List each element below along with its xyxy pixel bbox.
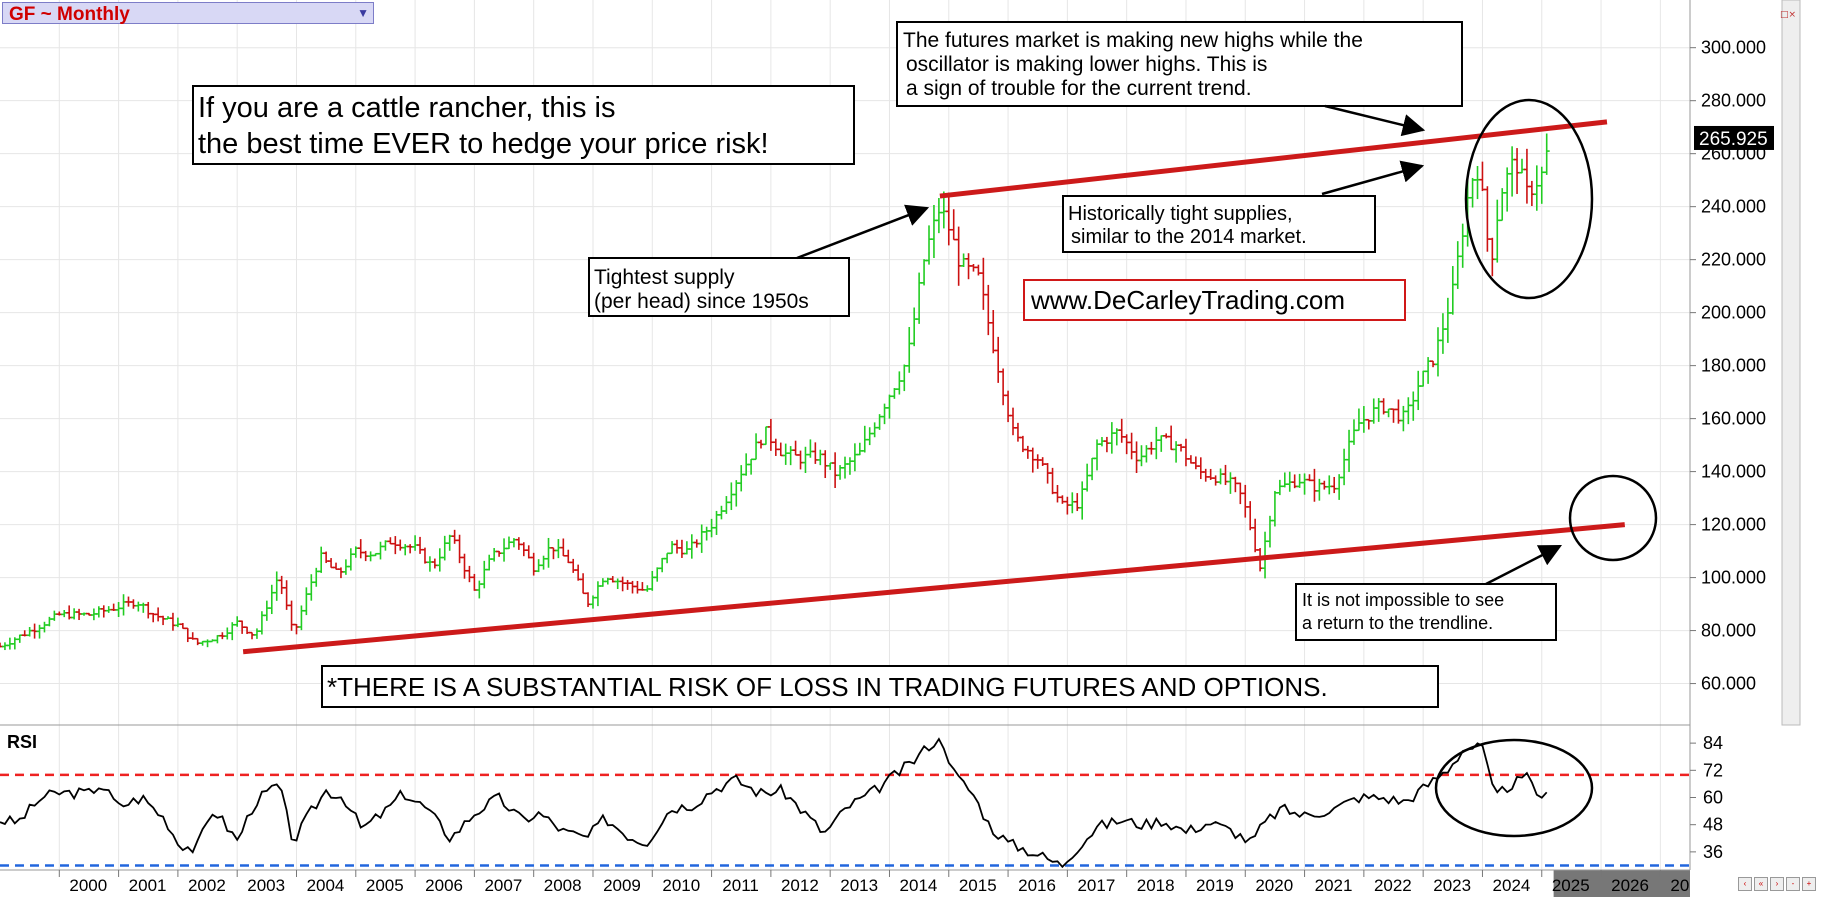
- y-tick-label: 100.000: [1701, 568, 1766, 588]
- tightest-supply-line2: (per head) since 1950s: [594, 290, 809, 313]
- scroll-page-icon[interactable]: «: [1754, 877, 1768, 891]
- scroll-left-icon[interactable]: ‹: [1738, 877, 1752, 891]
- x-tick-label: 2016: [1018, 876, 1056, 895]
- trendline: [939, 119, 1608, 199]
- trendlines: [242, 119, 1626, 655]
- futures-note-box: [896, 21, 1463, 107]
- annotation-layer: If you are a cattle rancher, this is the…: [192, 21, 1658, 838]
- y-tick-label: 240.000: [1701, 197, 1766, 217]
- future-years-bg: [1553, 870, 1690, 897]
- price-bars: [0, 133, 1550, 651]
- symbol-selector[interactable]: GF ~ Monthly ▼: [2, 2, 374, 25]
- y-tick-label: 200.000: [1701, 303, 1766, 323]
- x-tick-label: 2026: [1611, 876, 1649, 895]
- trendline-note-line2: a return to the trendline.: [1302, 613, 1493, 633]
- y-tick-label: 60.000: [1701, 674, 1756, 694]
- x-tick-label: 2010: [662, 876, 700, 895]
- trendline-note-line1: It is not impossible to see: [1302, 590, 1504, 610]
- y-tick-label: 300.000: [1701, 38, 1766, 58]
- supplies-note-arrow: [1321, 160, 1425, 196]
- rsi-tick-label: 84: [1703, 733, 1723, 753]
- x-tick-label: 2002: [188, 876, 226, 895]
- scroll-strip: [1781, 0, 1801, 726]
- supplies-note-box: [1062, 195, 1376, 253]
- rsi-layer: RSI 36 48 60 72 84: [0, 732, 1723, 869]
- futures-note-line3: a sign of trouble for the current trend.: [906, 77, 1252, 100]
- futures-note-line1: The futures market is making new highs w…: [903, 29, 1363, 52]
- x-tick-label: 2001: [129, 876, 167, 895]
- x-tick-label: 2005: [366, 876, 404, 895]
- y-tick-label: 280.000: [1701, 91, 1766, 111]
- x-tick-label: 2021: [1315, 876, 1353, 895]
- rsi-line: [0, 737, 1548, 869]
- rsi-tick-label: 48: [1703, 815, 1723, 835]
- y-tick-label: 220.000: [1701, 250, 1766, 270]
- rsi-tick-label: 36: [1703, 842, 1723, 862]
- trendline: [242, 522, 1626, 655]
- rsi-title: RSI: [7, 732, 37, 752]
- x-tick-label: 2024: [1493, 876, 1531, 895]
- x-tick-label: 2007: [484, 876, 522, 895]
- tightest-supply-arrow: [796, 204, 930, 260]
- x-tick-label: 2014: [900, 876, 938, 895]
- rsi-tick-label: 60: [1703, 788, 1723, 808]
- y-tick-label: 180.000: [1701, 356, 1766, 376]
- disclaimer-box: [321, 665, 1439, 708]
- last-price-bg: [1694, 125, 1774, 150]
- scroll-nav: ‹ « › - +: [1738, 877, 1816, 891]
- zoom-in-icon[interactable]: +: [1802, 877, 1816, 891]
- tightest-supply-box: [588, 257, 850, 317]
- y-tick-label: 140.000: [1701, 462, 1766, 482]
- website-label: www.DeCarleyTrading.com: [1030, 285, 1345, 315]
- headline-box: [192, 85, 855, 165]
- x-tick-label: 2006: [425, 876, 463, 895]
- supplies-note-line1: Historically tight supplies,: [1068, 203, 1293, 225]
- trendline-note-box: [1295, 583, 1557, 641]
- zoom-out-icon[interactable]: -: [1786, 877, 1800, 891]
- headline-line2: the best time EVER to hedge your price r…: [198, 128, 769, 160]
- x-tick-label: 2018: [1137, 876, 1175, 895]
- symbol-label: GF ~ Monthly: [9, 4, 130, 25]
- trendline-target-circle: [1568, 474, 1658, 562]
- x-tick-label: 2015: [959, 876, 997, 895]
- date-axis-bg: [0, 870, 1690, 897]
- futures-note-line2: oscillator is making lower highs. This i…: [906, 53, 1267, 76]
- scroll-right-icon[interactable]: ›: [1770, 877, 1784, 891]
- x-tick-label: 2003: [247, 876, 285, 895]
- y-tick-label: 80.000: [1701, 621, 1756, 641]
- x-tick-label: 2012: [781, 876, 819, 895]
- x-tick-label: 2000: [69, 876, 107, 895]
- window-buttons[interactable]: □×: [1780, 10, 1797, 20]
- rsi-tick-label: 72: [1703, 760, 1723, 780]
- supplies-note-line2: similar to the 2014 market.: [1071, 226, 1307, 248]
- futures-note-arrow: [1324, 104, 1426, 137]
- x-tick-label: 2022: [1374, 876, 1412, 895]
- recent-highs-circle: [1464, 98, 1594, 300]
- x-tick-label: 2013: [840, 876, 878, 895]
- chevron-down-icon[interactable]: ▼: [357, 6, 369, 20]
- x-tick-label: 2011: [722, 876, 759, 895]
- x-tick-label: 2009: [603, 876, 641, 895]
- y-tick-label: 120.000: [1701, 515, 1766, 535]
- x-tick-label: 2008: [544, 876, 582, 895]
- x-tick-label: 2020: [1255, 876, 1293, 895]
- rsi-lower-highs-circle: [1434, 738, 1594, 838]
- website-box: [1023, 279, 1406, 321]
- x-tick-label: 2017: [1077, 876, 1115, 895]
- headline-line1: If you are a cattle rancher, this is: [198, 92, 615, 124]
- last-price-label: 265.925: [1699, 129, 1768, 150]
- x-tick-label: 2025: [1552, 876, 1590, 895]
- y-tick-label: 160.000: [1701, 409, 1766, 429]
- disclaimer-text: *THERE IS A SUBSTANTIAL RISK OF LOSS IN …: [327, 672, 1328, 702]
- x-tick-label: 2023: [1433, 876, 1471, 895]
- tightest-supply-line1: Tightest supply: [594, 266, 735, 289]
- x-tick-label: 2019: [1196, 876, 1234, 895]
- x-tick-label: 2004: [307, 876, 345, 895]
- trendline-note-arrow: [1485, 544, 1563, 586]
